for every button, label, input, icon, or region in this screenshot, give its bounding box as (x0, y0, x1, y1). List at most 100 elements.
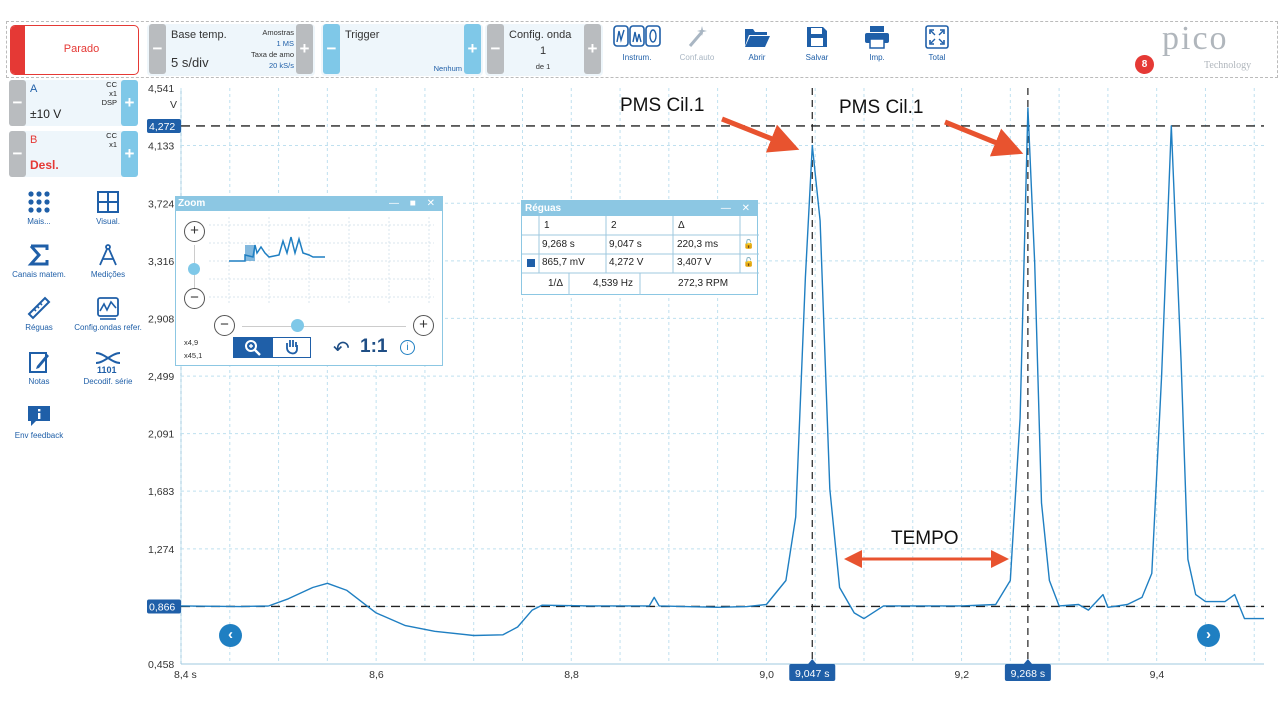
undo-zoom-icon[interactable]: ↶ (333, 338, 350, 360)
zoom-mode-toggle (233, 337, 311, 358)
timebase-increase-button[interactable]: + (296, 24, 313, 74)
horizontal-ruler-label: 0,866 (149, 601, 175, 613)
ruler-voltage-2: 4,272 V (609, 257, 644, 268)
ruler-frequency: 4,539 Hz (593, 278, 634, 289)
samples-value[interactable]: 1 MS (276, 39, 294, 48)
rulers-window-controls[interactable]: — ✕ (720, 203, 754, 214)
autosetup-button[interactable]: Conf.auto (668, 24, 726, 62)
ruler-voltage-delta: 3,407 V (677, 257, 712, 268)
feedback-button[interactable]: Env feedback (4, 404, 74, 441)
waveform-of: de 1 (535, 62, 551, 71)
channel-a-settings: CC x1 DSP (102, 80, 117, 107)
vertical-ruler-handle (1004, 664, 1051, 681)
channel-b-decrease-button[interactable]: − (9, 131, 26, 177)
save-button[interactable]: Salvar (788, 24, 846, 62)
rulers-window-title: Réguas (522, 201, 757, 216)
save-disk-icon (807, 27, 827, 47)
rulers-window[interactable]: Réguas — ✕ 1 2 Δ 9,268 s 9,047 s 220,3 m… (521, 200, 759, 295)
scroll-right-button[interactable]: › (1197, 624, 1220, 647)
zoom-info-icon[interactable]: i (400, 340, 415, 355)
zoom-in-vertical-button[interactable]: + (184, 221, 205, 242)
channel-a-increase-button[interactable]: + (121, 80, 138, 126)
vertical-ruler-pointer (1022, 659, 1033, 665)
vertical-zoom-thumb[interactable] (188, 263, 200, 275)
timebase-value[interactable]: 5 s/div (171, 55, 209, 70)
lock-time-icon[interactable]: 🔓 (743, 239, 755, 249)
channel-a-range[interactable]: ±10 V (30, 107, 62, 121)
more-button[interactable]: Mais... (4, 190, 74, 227)
view-label: Visual. (96, 217, 120, 226)
x-tick-label: 9,4 (1150, 669, 1165, 681)
rulers-table-grid (522, 216, 759, 295)
fullscreen-button[interactable]: Total (908, 24, 966, 62)
trigger-decrease-button[interactable]: − (323, 24, 340, 74)
trigger-title: Trigger (345, 29, 380, 41)
zoom-out-vertical-button[interactable]: − (184, 288, 205, 309)
channel-a-panel[interactable]: − A ±10 V CC x1 DSP + (9, 80, 138, 126)
channel-b-panel[interactable]: − B Desl. CC x1 + (9, 131, 138, 177)
ruler-time-1: 9,268 s (542, 239, 575, 250)
trigger-increase-button[interactable]: + (464, 24, 481, 74)
decode-label: Decodif. série (83, 377, 133, 386)
print-button[interactable]: Imp. (848, 24, 906, 62)
y-tick-label: 1,683 (148, 486, 174, 498)
y-axis-unit: V (170, 99, 177, 111)
y-tick-label: 1,274 (148, 544, 174, 556)
trigger-mode[interactable]: Nenhum (433, 64, 462, 73)
timebase-decrease-button[interactable]: − (149, 24, 166, 74)
notes-label: Notas (28, 377, 50, 386)
channel-a-name: A (30, 83, 38, 95)
printer-icon (865, 26, 889, 49)
y-tick-label: 2,908 (148, 313, 174, 325)
channel-a-decrease-button[interactable]: − (9, 80, 26, 126)
zoom-x-factor: x4,9 (184, 338, 199, 347)
horizontal-ruler-handle (147, 599, 181, 614)
annotation-time: TEMPO (891, 528, 959, 549)
more-label: Mais... (27, 217, 51, 226)
waveform-next-button[interactable]: + (584, 24, 601, 74)
zoom-window-controls[interactable]: — ■ ✕ (389, 198, 439, 209)
zoom-out-horizontal-button[interactable]: − (214, 315, 235, 336)
math-channels-button[interactable]: Canais matem. (4, 243, 74, 280)
channel-b-probe: x1 (109, 140, 117, 149)
autosetup-label: Conf.auto (679, 53, 715, 62)
save-label: Salvar (805, 53, 829, 62)
rate-title: Taxa de amo (251, 50, 294, 59)
zoom-overview-window[interactable]: Zoom — ■ ✕ + − − + x4,9 x45,1 (175, 196, 443, 366)
reference-waveforms-button[interactable]: Config.ondas refer. (73, 296, 143, 333)
horizontal-zoom-thumb[interactable] (291, 319, 304, 332)
zoom-in-horizontal-button[interactable]: + (413, 315, 434, 336)
zoom-overview-chart[interactable] (209, 217, 439, 307)
zoom-ratio[interactable]: 1:1 (360, 336, 388, 357)
channel-color-swatch (527, 259, 535, 267)
run-stop-button[interactable]: Parado (10, 25, 139, 75)
horizontal-zoom-track (242, 326, 406, 327)
rulers-button[interactable]: Réguas (4, 296, 74, 333)
zoom-tool-button[interactable] (234, 338, 273, 357)
zoom-overview-trace (229, 236, 325, 262)
scroll-left-button[interactable]: ‹ (219, 624, 242, 647)
pan-tool-button[interactable] (273, 338, 311, 357)
ref-label: Config.ondas refer. (74, 323, 142, 332)
fullscreen-icon (925, 25, 949, 49)
measurements-button[interactable]: Medições (73, 243, 143, 280)
channel-b-state[interactable]: Desl. (30, 158, 59, 172)
channel-a-coupling: CC (106, 80, 117, 89)
instruments-button[interactable]: Instrum. (608, 24, 666, 62)
notification-badge[interactable]: 8 (1135, 55, 1154, 74)
measure-label: Medições (90, 270, 126, 279)
x-tick-label: 9,2 (955, 669, 970, 681)
notes-button[interactable]: Notas (4, 350, 74, 387)
instruments-label: Instrum. (622, 53, 652, 62)
open-button[interactable]: Abrir (728, 24, 786, 62)
waveform-previous-button[interactable]: − (487, 24, 504, 74)
channel-b-increase-button[interactable]: + (121, 131, 138, 177)
zoom-overview-region[interactable] (245, 245, 255, 261)
lock-voltage-icon[interactable]: 🔓 (743, 257, 755, 267)
serial-decode-button[interactable]: 1101 Decodif. série (73, 350, 143, 387)
view-button[interactable]: Visual. (73, 190, 143, 227)
annotation-tdc-1: PMS Cil.1 (620, 95, 705, 116)
pico-logo: pico Technology (1160, 20, 1270, 74)
